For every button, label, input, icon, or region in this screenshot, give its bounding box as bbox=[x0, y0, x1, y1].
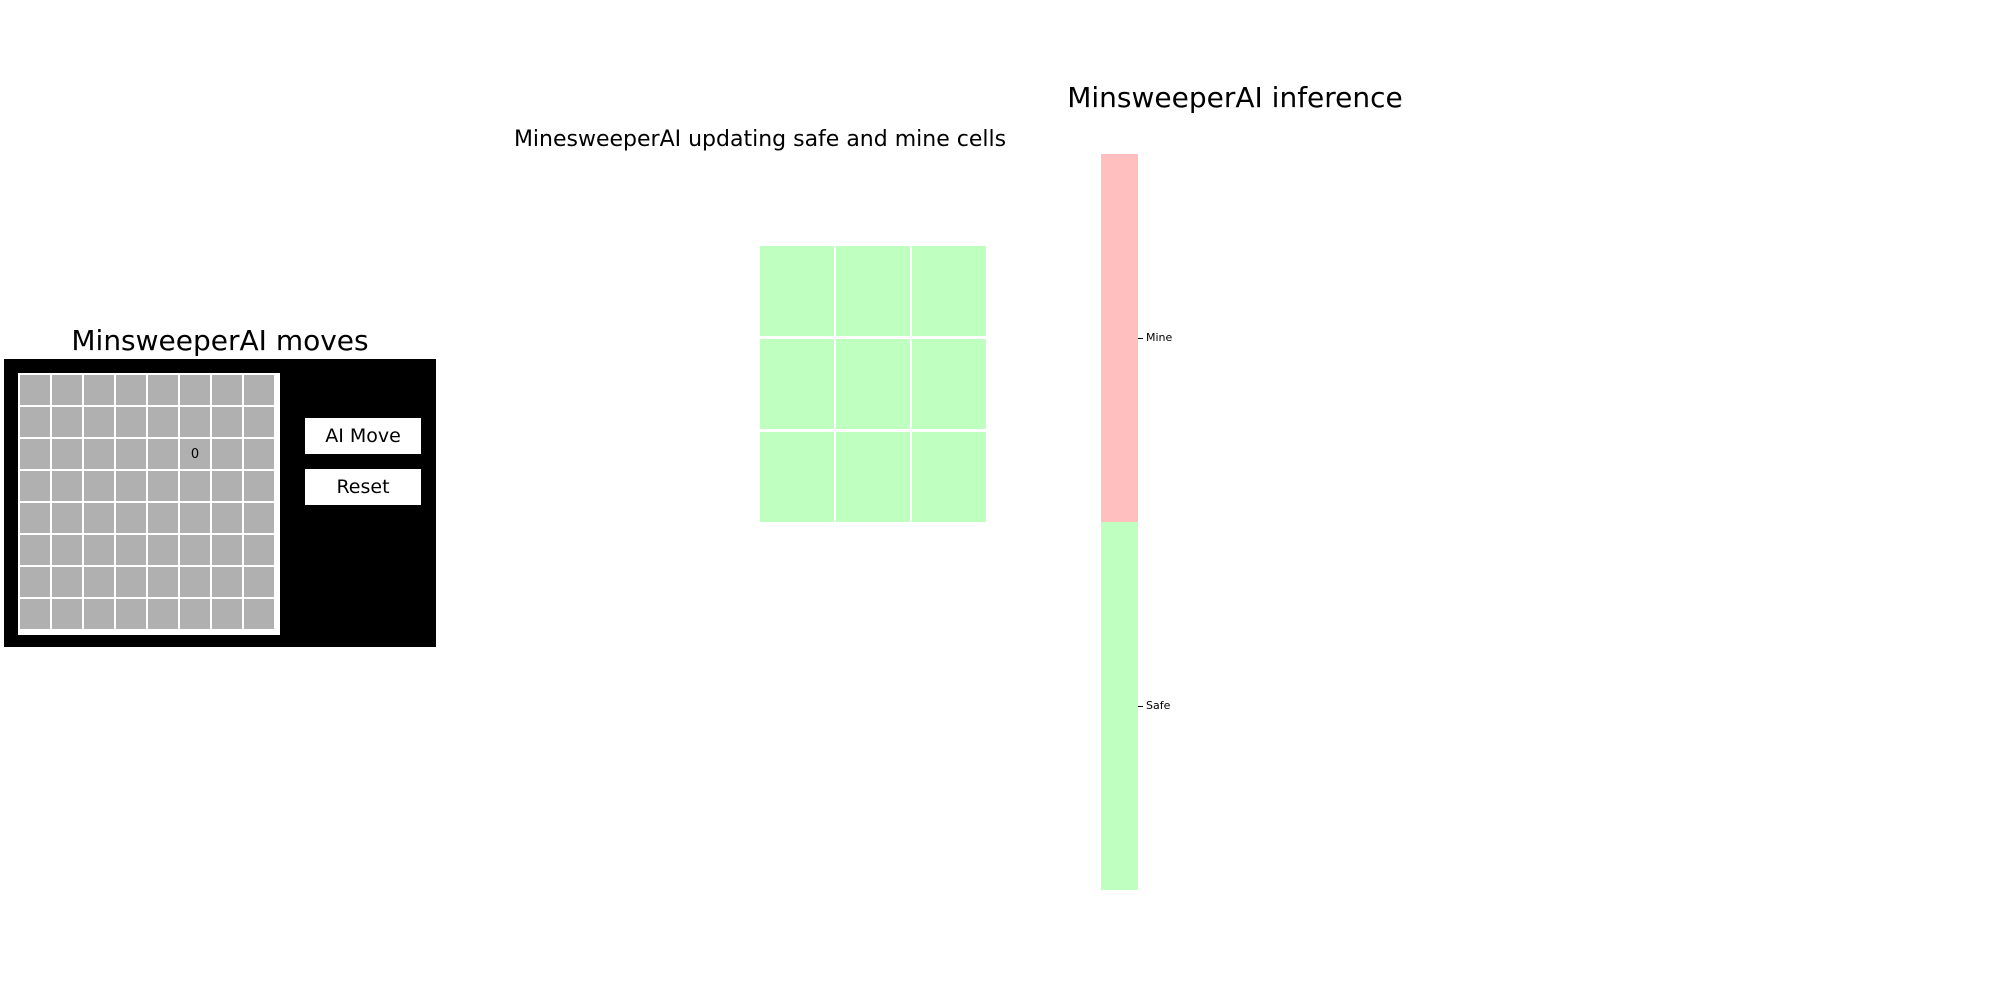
board-cell[interactable] bbox=[244, 567, 274, 597]
board-cell[interactable] bbox=[212, 375, 242, 405]
board-cell[interactable] bbox=[84, 471, 114, 501]
board-cell[interactable] bbox=[84, 407, 114, 437]
safe-cell bbox=[760, 246, 834, 336]
board-cell[interactable] bbox=[20, 439, 50, 469]
board-cell[interactable] bbox=[84, 535, 114, 565]
board-cell[interactable] bbox=[20, 407, 50, 437]
board-cell[interactable] bbox=[52, 375, 82, 405]
board-cell[interactable] bbox=[148, 599, 178, 629]
board-cell[interactable] bbox=[84, 439, 114, 469]
board-cell[interactable] bbox=[212, 439, 242, 469]
update-title: MinesweeperAI updating safe and mine cel… bbox=[513, 127, 1007, 152]
board-cell[interactable] bbox=[116, 471, 146, 501]
safe-mine-grid bbox=[760, 246, 986, 522]
board-cell[interactable] bbox=[20, 375, 50, 405]
board-cell[interactable] bbox=[148, 471, 178, 501]
board-cell[interactable] bbox=[148, 567, 178, 597]
board-cell[interactable] bbox=[52, 599, 82, 629]
board-cell[interactable] bbox=[20, 471, 50, 501]
board-cell[interactable] bbox=[116, 567, 146, 597]
safe-cell bbox=[912, 246, 986, 336]
board-cell[interactable] bbox=[244, 375, 274, 405]
board-cell[interactable]: 0 bbox=[180, 439, 210, 469]
board-cell[interactable] bbox=[116, 535, 146, 565]
minesweeper-board: 0 bbox=[18, 373, 280, 635]
board-cell[interactable] bbox=[84, 599, 114, 629]
board-cell[interactable] bbox=[180, 471, 210, 501]
board-cell[interactable] bbox=[244, 503, 274, 533]
safe-bar bbox=[1101, 522, 1138, 890]
board-cell[interactable] bbox=[116, 439, 146, 469]
board-cell[interactable] bbox=[52, 503, 82, 533]
board-cell[interactable] bbox=[148, 407, 178, 437]
board-cell[interactable] bbox=[20, 567, 50, 597]
board-cell[interactable] bbox=[148, 535, 178, 565]
board-cell[interactable] bbox=[212, 407, 242, 437]
board-cell[interactable] bbox=[180, 599, 210, 629]
board-cell[interactable] bbox=[52, 471, 82, 501]
board-cell[interactable] bbox=[244, 407, 274, 437]
mine-legend-label: Mine bbox=[1138, 331, 1172, 345]
safe-cell bbox=[760, 432, 834, 522]
board-cell[interactable] bbox=[148, 439, 178, 469]
board-cell[interactable] bbox=[180, 503, 210, 533]
board-cell[interactable] bbox=[244, 439, 274, 469]
board-cell[interactable] bbox=[212, 535, 242, 565]
safe-cell bbox=[760, 339, 834, 429]
safe-label-text: Safe bbox=[1146, 699, 1171, 712]
board-cell[interactable] bbox=[116, 407, 146, 437]
board-cell[interactable] bbox=[84, 375, 114, 405]
safe-legend-label: Safe bbox=[1138, 699, 1170, 713]
board-cell[interactable] bbox=[180, 535, 210, 565]
board-cell[interactable] bbox=[244, 599, 274, 629]
moves-title: MinsweeperAI moves bbox=[71, 324, 369, 357]
board-cell[interactable] bbox=[180, 567, 210, 597]
board-cell[interactable] bbox=[180, 375, 210, 405]
game-panel: 0 AI Move Reset bbox=[4, 359, 436, 647]
reset-button[interactable]: Reset bbox=[305, 469, 421, 505]
board-cell[interactable] bbox=[180, 407, 210, 437]
board-cell[interactable] bbox=[212, 471, 242, 501]
mine-bar bbox=[1101, 154, 1138, 522]
safe-cell bbox=[836, 432, 910, 522]
board-cell[interactable] bbox=[116, 599, 146, 629]
board-cell[interactable] bbox=[212, 503, 242, 533]
inference-title: MinsweeperAI inference bbox=[1067, 81, 1403, 114]
safe-cell bbox=[912, 432, 986, 522]
board-cell[interactable] bbox=[116, 375, 146, 405]
board-cell[interactable] bbox=[20, 599, 50, 629]
board-cell[interactable] bbox=[148, 503, 178, 533]
ai-move-button[interactable]: AI Move bbox=[305, 418, 421, 454]
board-cell[interactable] bbox=[116, 503, 146, 533]
board-cell[interactable] bbox=[212, 567, 242, 597]
board-cell[interactable] bbox=[52, 407, 82, 437]
board-cell[interactable] bbox=[84, 567, 114, 597]
board-cell[interactable] bbox=[52, 439, 82, 469]
board-cell[interactable] bbox=[84, 503, 114, 533]
safe-cell bbox=[912, 339, 986, 429]
board-cell[interactable] bbox=[52, 535, 82, 565]
safe-cell bbox=[836, 339, 910, 429]
board-cell[interactable] bbox=[20, 503, 50, 533]
board-cell[interactable] bbox=[244, 471, 274, 501]
board-cell[interactable] bbox=[20, 535, 50, 565]
board-cell[interactable] bbox=[212, 599, 242, 629]
mine-label-text: Mine bbox=[1146, 331, 1173, 344]
board-cell[interactable] bbox=[52, 567, 82, 597]
safe-cell bbox=[836, 246, 910, 336]
board-cell[interactable] bbox=[244, 535, 274, 565]
board-cell[interactable] bbox=[148, 375, 178, 405]
